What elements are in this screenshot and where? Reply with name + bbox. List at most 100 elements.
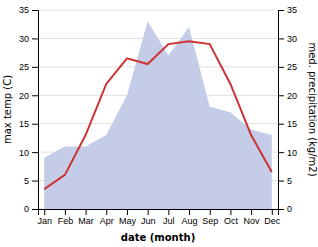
tick-mark bbox=[230, 209, 231, 215]
tick-mark bbox=[86, 209, 87, 215]
y2-axis-title: med. precipitation (kg/m2) bbox=[307, 42, 318, 176]
x-tick: Apr bbox=[100, 209, 114, 226]
tick-mark bbox=[32, 67, 38, 68]
y2-tick: 15 bbox=[278, 119, 297, 129]
tick-mark bbox=[32, 10, 38, 11]
x-axis-title: date (month) bbox=[121, 232, 195, 243]
tick-label: Feb bbox=[58, 216, 74, 226]
tick-mark bbox=[32, 38, 38, 39]
y-tick: 30 bbox=[19, 34, 38, 44]
x-tick: Nov bbox=[244, 209, 261, 226]
x-tick: Oct bbox=[224, 209, 239, 226]
tick-label: Jul bbox=[163, 216, 175, 226]
y2-tick: 0 bbox=[278, 204, 292, 214]
tick-mark bbox=[278, 181, 284, 182]
tick-mark bbox=[189, 209, 190, 215]
tick-mark bbox=[251, 209, 252, 215]
y-axis: 0 5 10 15 20 25 30 35 bbox=[19, 5, 39, 214]
plot: Jan Feb Mar Apr May Jun Jul Aug Sep Oct NovDec 0 5 10… bbox=[19, 5, 297, 226]
tick-mark bbox=[44, 209, 45, 215]
tick-mark bbox=[168, 209, 169, 215]
tick-mark bbox=[148, 209, 149, 215]
y-tick: 10 bbox=[19, 148, 38, 158]
area bbox=[44, 21, 272, 209]
axis-line bbox=[279, 11, 285, 210]
tick-label: Apr bbox=[100, 216, 114, 226]
x-tick: May bbox=[119, 209, 137, 226]
x-tick: Jul bbox=[163, 209, 175, 226]
tick-label: 5 bbox=[287, 176, 292, 186]
tick-mark bbox=[278, 124, 284, 125]
tick-label: 15 bbox=[19, 119, 29, 129]
grid-line bbox=[38, 10, 278, 11]
tick-label: Aug bbox=[182, 216, 198, 226]
y-axis-title: max temp (C) bbox=[2, 75, 13, 144]
y-tick: 5 bbox=[24, 176, 38, 186]
tick-label: 0 bbox=[287, 204, 292, 214]
tick-mark bbox=[278, 10, 284, 11]
y2-tick: 10 bbox=[278, 148, 297, 158]
y-tick: 35 bbox=[19, 5, 38, 15]
tick-label: Dec bbox=[264, 216, 281, 226]
y2-axis: 0 5 10 15 20 25 30 35 bbox=[278, 5, 297, 214]
axis-line bbox=[32, 11, 39, 210]
tick-mark bbox=[278, 209, 284, 210]
tick-label: 5 bbox=[24, 176, 29, 186]
grid bbox=[38, 10, 278, 209]
y-tick: 0 bbox=[24, 204, 38, 214]
tick-mark bbox=[32, 124, 38, 125]
tick-label: 0 bbox=[24, 204, 29, 214]
x-tick: Sep bbox=[202, 209, 218, 226]
chart: Jan Feb Mar Apr May Jun Jul Aug Sep Oct NovDec 0 5 10… bbox=[0, 0, 318, 247]
tick-label: 10 bbox=[19, 148, 29, 158]
x-tick: Jan bbox=[37, 209, 52, 226]
tick-label: Nov bbox=[244, 216, 261, 226]
tick-label: 20 bbox=[19, 91, 29, 101]
tick-mark bbox=[32, 95, 38, 96]
y-tick: 20 bbox=[19, 91, 38, 101]
y-tick: 15 bbox=[19, 119, 38, 129]
y2-tick: 20 bbox=[278, 91, 297, 101]
tick-mark bbox=[106, 209, 107, 215]
tick-mark bbox=[127, 209, 128, 215]
tick-label: Oct bbox=[224, 216, 239, 226]
x-tick: Mar bbox=[78, 209, 94, 226]
tick-label: 30 bbox=[19, 34, 29, 44]
tick-mark bbox=[278, 67, 284, 68]
y2-tick: 30 bbox=[278, 34, 297, 44]
tick-label: 30 bbox=[287, 34, 297, 44]
tick-label: 25 bbox=[19, 62, 29, 72]
tick-label: 20 bbox=[287, 91, 297, 101]
y2-tick: 25 bbox=[278, 62, 297, 72]
y2-tick: 35 bbox=[278, 5, 297, 15]
tick-label: 35 bbox=[287, 5, 297, 15]
tick-label: May bbox=[119, 216, 137, 226]
tick-label: 10 bbox=[287, 148, 297, 158]
tick-mark bbox=[278, 95, 284, 96]
tick-mark bbox=[272, 209, 273, 215]
tick-mark bbox=[65, 209, 66, 215]
x-tick: Jun bbox=[141, 209, 156, 226]
y-tick: 25 bbox=[19, 62, 38, 72]
tick-mark bbox=[32, 152, 38, 153]
x-tick: Aug bbox=[182, 209, 198, 226]
marks bbox=[44, 21, 272, 209]
x-axis: Jan Feb Mar Apr May Jun Jul Aug Sep Oct NovDec bbox=[37, 209, 280, 226]
line bbox=[44, 41, 272, 189]
tick-label: 25 bbox=[287, 62, 297, 72]
tick-label: Mar bbox=[78, 216, 94, 226]
tick-mark bbox=[32, 181, 38, 182]
tick-mark bbox=[210, 209, 211, 215]
tick-mark bbox=[278, 38, 284, 39]
tick-mark bbox=[32, 209, 38, 210]
x-tick: Dec bbox=[264, 209, 281, 226]
tick-label: 35 bbox=[19, 5, 29, 15]
tick-label: Jun bbox=[141, 216, 156, 226]
y2-tick: 5 bbox=[278, 176, 292, 186]
tick-label: Jan bbox=[37, 216, 52, 226]
tick-label: Sep bbox=[202, 216, 218, 226]
axis-line bbox=[39, 210, 279, 216]
tick-label: 15 bbox=[287, 119, 297, 129]
x-tick: Feb bbox=[58, 209, 74, 226]
tick-mark bbox=[278, 152, 284, 153]
